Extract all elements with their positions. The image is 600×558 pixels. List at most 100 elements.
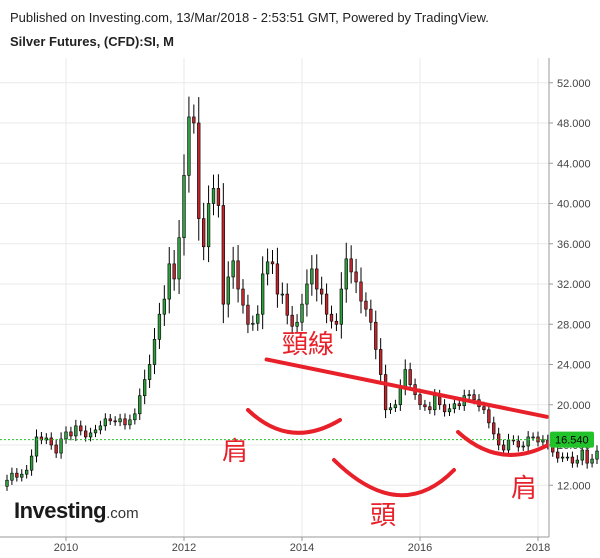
- published-caption: Published on Investing.com, 13/Mar/2018 …: [10, 10, 489, 25]
- candle-body: [44, 437, 48, 441]
- candle-body: [275, 263, 280, 295]
- candle: [54, 439, 58, 458]
- candle: [590, 453, 594, 468]
- candle: [541, 435, 545, 447]
- logo-suffix: .com: [106, 505, 139, 522]
- candle: [329, 305, 334, 329]
- candle: [15, 468, 19, 482]
- candle: [506, 433, 511, 456]
- candle-body: [339, 288, 343, 325]
- candle-body: [206, 203, 211, 248]
- y-tick-label: 48.000: [557, 118, 591, 130]
- candle-body: [369, 308, 373, 323]
- candle-body: [492, 422, 496, 435]
- candle-body: [162, 298, 166, 315]
- y-tick-label: 40.000: [557, 199, 591, 211]
- candle: [369, 299, 373, 331]
- candle-body: [167, 263, 171, 300]
- candle: [393, 399, 398, 413]
- candle: [516, 435, 520, 452]
- candle-body: [354, 271, 358, 283]
- candle: [487, 403, 491, 429]
- grid-lines: [0, 58, 549, 537]
- candle-body: [457, 403, 461, 407]
- candle-body: [197, 122, 201, 219]
- candle: [354, 258, 358, 294]
- candle-body: [590, 458, 594, 464]
- candle: [20, 469, 24, 482]
- candle: [501, 439, 506, 455]
- x-tick-label: 2012: [172, 542, 196, 554]
- candle-body: [221, 205, 225, 305]
- candle-body: [531, 436, 535, 439]
- candle-body: [49, 437, 53, 446]
- candle-body: [216, 188, 221, 206]
- candle-body: [138, 395, 142, 415]
- candle-body: [570, 456, 575, 464]
- candle: [359, 267, 363, 314]
- candle-body: [433, 395, 437, 411]
- x-tick-label: 2010: [54, 542, 78, 554]
- candle: [256, 305, 260, 331]
- candle-body: [482, 406, 486, 411]
- candle-body: [236, 260, 240, 290]
- candle: [84, 425, 88, 442]
- candle-body: [300, 303, 304, 323]
- y-axis-ticks: 12.00016.00020.00024.00028.00032.00036.0…: [549, 78, 591, 492]
- candle: [172, 250, 176, 291]
- candle-body: [305, 283, 309, 305]
- candle-body: [172, 263, 176, 280]
- last-price-tag-box: [550, 431, 594, 448]
- candle: [339, 272, 343, 339]
- candle: [442, 399, 447, 417]
- candle: [44, 433, 48, 445]
- candle: [388, 402, 393, 414]
- candle: [157, 302, 162, 349]
- candle-body: [334, 320, 339, 325]
- candle-body: [74, 425, 78, 437]
- candle: [428, 401, 432, 415]
- neckline-label: 頸線: [282, 330, 334, 360]
- candle: [133, 408, 137, 425]
- head-label: 頭: [370, 501, 396, 531]
- candle-body: [270, 261, 275, 265]
- candle-body: [295, 321, 299, 327]
- candle: [556, 446, 560, 463]
- investing-logo[interactable]: Investing.com: [14, 498, 139, 524]
- candle: [39, 431, 44, 445]
- right-shoulder-label: 肩: [511, 474, 537, 504]
- candle: [216, 174, 221, 218]
- candle: [49, 432, 53, 450]
- candle-body: [290, 314, 294, 327]
- y-tick-label: 12.000: [557, 480, 591, 492]
- candle-body: [565, 456, 570, 459]
- candle-body: [103, 418, 107, 427]
- candle: [59, 432, 63, 459]
- candle-body: [516, 440, 520, 448]
- candle: [265, 248, 270, 286]
- candle-body: [143, 379, 147, 396]
- candle-body: [211, 188, 216, 204]
- candle-body: [93, 429, 98, 434]
- y-tick-label: 52.000: [557, 78, 591, 90]
- candle-body: [98, 425, 103, 431]
- last-price-tag: 16.540: [550, 431, 594, 448]
- y-tick-label: 28.000: [557, 319, 591, 331]
- candle-body: [192, 116, 196, 124]
- candle-body: [34, 436, 39, 457]
- candle-body: [84, 430, 88, 438]
- candle: [152, 328, 157, 375]
- candle: [177, 219, 181, 295]
- candle-body: [187, 116, 191, 176]
- candle: [88, 427, 93, 442]
- candle: [275, 247, 280, 308]
- candle-body: [374, 321, 378, 350]
- candle: [98, 420, 103, 435]
- candle: [69, 426, 73, 441]
- left-shoulder-label: 肩: [222, 437, 248, 467]
- candle-body: [29, 455, 34, 471]
- logo-text: Investing: [14, 498, 107, 523]
- candle-body: [54, 444, 58, 454]
- candle: [236, 245, 240, 303]
- candle: [167, 247, 171, 314]
